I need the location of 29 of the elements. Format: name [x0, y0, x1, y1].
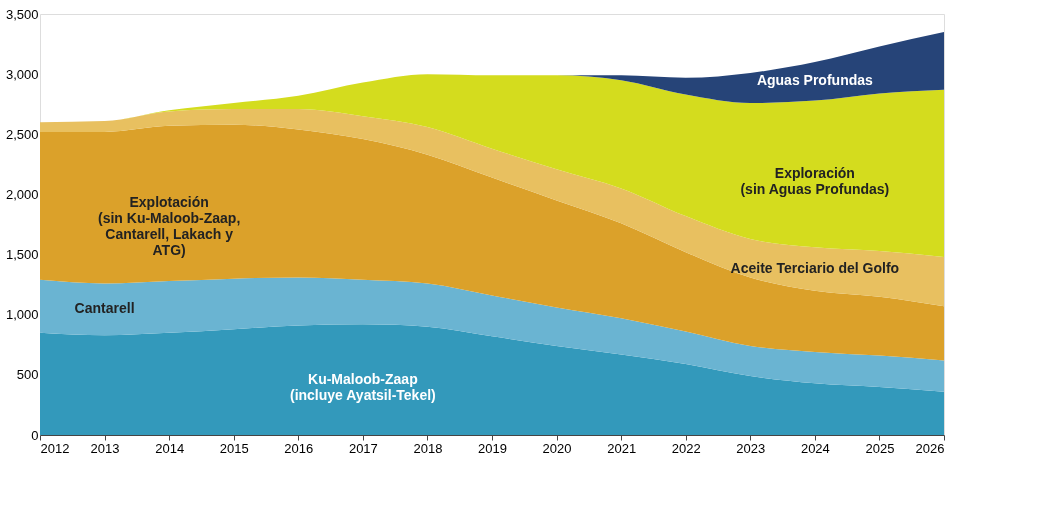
x-tick-label: 2025 — [865, 440, 895, 456]
x-tick-label: 2019 — [478, 440, 507, 456]
x-tick-label: 2022 — [671, 440, 701, 456]
x-tick-label: 2026 — [915, 440, 945, 456]
x-tick-label: 2020 — [542, 440, 572, 456]
y-tick-label: 3,500 — [5, 6, 39, 22]
y-tick-label: 3,000 — [5, 66, 39, 82]
x-tick-label: 2014 — [155, 440, 185, 456]
y-tick-label: 2,000 — [5, 186, 39, 202]
series-label: Aceite Terciario del Golfo — [730, 260, 900, 277]
series-label: Aguas Profundas — [756, 72, 874, 89]
series-label: Ku-Maloob-Zaap (incluye Ayatsil-Tekel) — [289, 370, 436, 403]
x-tick-label: 2021 — [607, 440, 637, 456]
x-tick-label: 2024 — [800, 440, 830, 456]
x-tick-label: 2012 — [40, 440, 70, 456]
y-tick-label: 2,500 — [5, 126, 39, 142]
x-tick-label: 2023 — [736, 440, 766, 456]
x-tick-label: 2016 — [284, 440, 314, 456]
y-tick-label: 1,000 — [5, 307, 39, 323]
series-label: Exploración (sin Aguas Profundas) — [740, 164, 890, 197]
x-tick-label: 2015 — [219, 440, 249, 456]
x-tick-label: 2018 — [413, 440, 443, 456]
x-tick-label: 2013 — [90, 440, 120, 456]
series-label: Cantarell — [74, 300, 135, 317]
y-tick-label: 1,500 — [5, 247, 39, 263]
x-tick-label: 2017 — [348, 440, 378, 456]
series-label: Explotación (sin Ku-Maloob-Zaap, Cantarell, Lakach y ATG) — [97, 194, 241, 259]
y-tick-label: 500 — [16, 367, 39, 383]
y-tick-label: 0 — [31, 427, 39, 443]
